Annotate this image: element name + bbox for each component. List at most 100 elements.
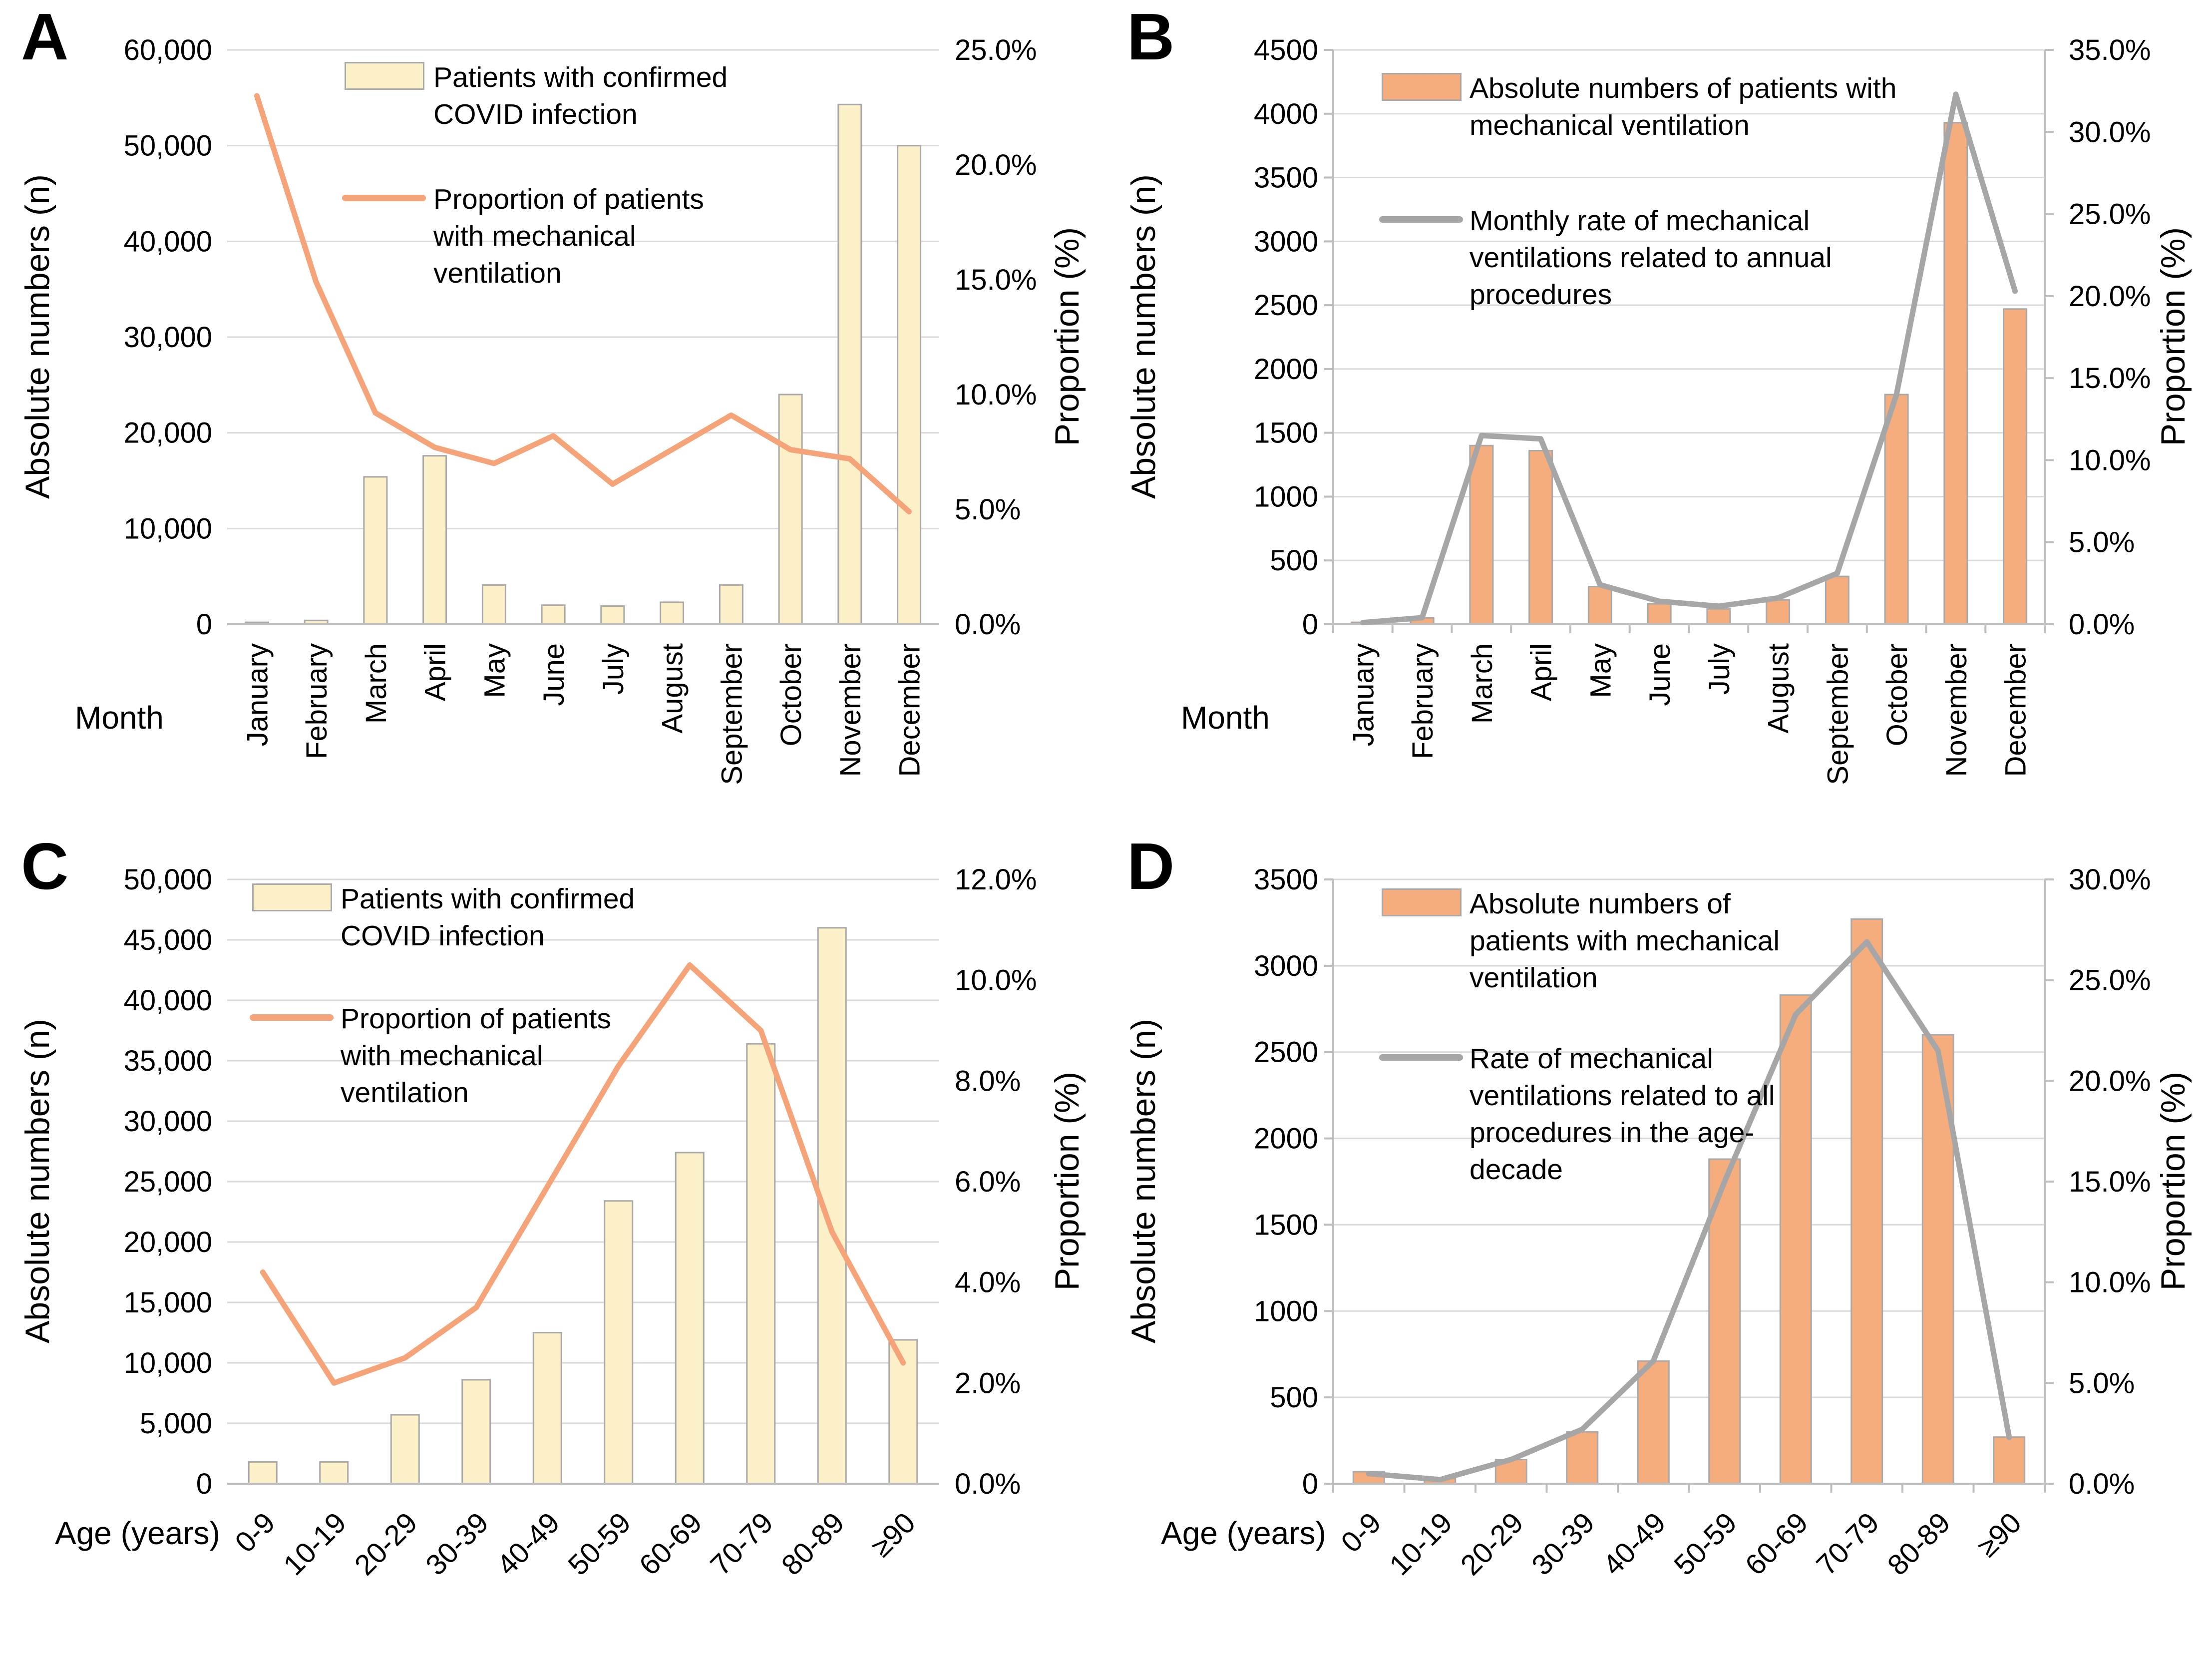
legend-bar-swatch bbox=[252, 883, 332, 911]
y-right-tick-label: 30.0% bbox=[2069, 863, 2151, 896]
x-category-label: 40-49 bbox=[1597, 1506, 1672, 1582]
y-left-tick-label: 30,000 bbox=[124, 321, 212, 354]
y-left-tick-label: 0 bbox=[1302, 1468, 1318, 1500]
y-left-tick-label: 3500 bbox=[1254, 162, 1318, 194]
y-right-tick-label: 15.0% bbox=[955, 264, 1037, 296]
y-right-tick-label: 15.0% bbox=[2069, 1166, 2151, 1198]
x-category-label: 0-9 bbox=[229, 1506, 281, 1559]
x-category-label: November bbox=[834, 643, 867, 777]
y-left-tick-label: 15,000 bbox=[124, 1286, 212, 1319]
legend-label-line: Proportion of patients with mechanical v… bbox=[341, 1003, 611, 1109]
y-right-tick-label: 20.0% bbox=[2069, 280, 2151, 313]
y-right-tick-label: 12.0% bbox=[955, 863, 1037, 896]
y-left-tick-label: 20,000 bbox=[124, 1226, 212, 1258]
bar-October bbox=[1884, 394, 1909, 625]
x-category-label: 20-29 bbox=[349, 1506, 424, 1582]
legend-bar-swatch bbox=[345, 62, 424, 90]
y-right-axis-title: Proportion (%) bbox=[2154, 227, 2192, 446]
bar-March bbox=[1469, 444, 1494, 625]
x-category-label: 50-59 bbox=[562, 1506, 637, 1582]
y-left-tick-label: 0 bbox=[196, 608, 212, 641]
x-category-label: February bbox=[301, 643, 333, 759]
y-left-tick-label: 0 bbox=[1302, 608, 1318, 641]
x-category-label: 80-89 bbox=[775, 1506, 851, 1582]
x-category-label: August bbox=[1763, 643, 1795, 734]
y-right-tick-label: 30.0% bbox=[2069, 116, 2151, 148]
x-axis-title: Month bbox=[75, 700, 164, 736]
x-category-label: ≥90 bbox=[865, 1506, 922, 1563]
bar-July bbox=[600, 605, 625, 625]
legend-bar-swatch bbox=[1382, 888, 1462, 916]
y-right-tick-label: 0.0% bbox=[955, 1468, 1021, 1500]
y-left-axis-title: Absolute numbers (n) bbox=[1124, 174, 1162, 499]
x-category-label: March bbox=[1466, 643, 1498, 724]
y-right-tick-label: 25.0% bbox=[2069, 198, 2151, 231]
y-left-tick-label: 50,000 bbox=[124, 863, 212, 896]
x-category-label: 80-89 bbox=[1881, 1506, 1957, 1582]
bar-20-29 bbox=[390, 1414, 420, 1485]
x-category-label: October bbox=[775, 643, 807, 746]
y-left-tick-label: 20,000 bbox=[124, 417, 212, 449]
y-left-tick-label: 3000 bbox=[1254, 950, 1318, 982]
y-right-tick-label: 0.0% bbox=[955, 608, 1021, 641]
bar-60-69 bbox=[675, 1152, 705, 1485]
line-series bbox=[260, 962, 906, 1386]
panel-letter: A bbox=[21, 0, 69, 73]
bar-May bbox=[481, 584, 506, 625]
legend-label-bars: Absolute numbers of patients with mechan… bbox=[1470, 72, 1897, 142]
y-left-tick-label: 2500 bbox=[1254, 289, 1318, 322]
y-right-tick-label: 10.0% bbox=[2069, 1266, 2151, 1299]
x-category-label: August bbox=[657, 643, 689, 734]
panel-letter: B bbox=[1127, 0, 1175, 73]
bar-June bbox=[1647, 603, 1672, 625]
y-left-tick-label: 3500 bbox=[1254, 863, 1318, 896]
bar-0-9 bbox=[248, 1461, 278, 1485]
x-category-label: November bbox=[1940, 643, 1973, 777]
y-right-axis-title: Proportion (%) bbox=[1048, 227, 1086, 446]
x-category-label: 40-49 bbox=[491, 1506, 566, 1582]
x-category-label: 20-29 bbox=[1455, 1506, 1530, 1582]
legend-label-line: Rate of mechanical ventilations related … bbox=[1470, 1043, 1775, 1186]
y-right-tick-label: 15.0% bbox=[2069, 362, 2151, 395]
bar-50-59 bbox=[604, 1200, 634, 1485]
plot-area-A: 60,000 50,000 40,000 30,000 20,000 10,000 0 25.… bbox=[124, 34, 1037, 785]
bar-≥90 bbox=[1993, 1436, 2026, 1485]
plot-area-B: 4500 4000 3500 3000 2500 2000 1500 1000 500 0 35.0… bbox=[1254, 34, 2151, 785]
y-left-tick-label: 1500 bbox=[1254, 417, 1318, 449]
y-right-tick-label: 25.0% bbox=[955, 34, 1037, 66]
y-left-tick-label: 3000 bbox=[1254, 225, 1318, 258]
x-category-label: March bbox=[360, 643, 392, 724]
bar-80-89 bbox=[1921, 1034, 1954, 1485]
x-category-label: September bbox=[1822, 643, 1854, 785]
y-left-axis-title: Absolute numbers (n) bbox=[18, 174, 56, 499]
plot-area-C: 50,000 45,000 40,000 35,000 30,000 25,000 20,0… bbox=[124, 863, 1037, 1582]
chart-panel-C: C 50,000 45,000 40,000 35,000 30,000 25,000 20,… bbox=[0, 830, 1106, 1659]
y-left-tick-label: 1000 bbox=[1254, 480, 1318, 513]
bar-June bbox=[541, 604, 566, 625]
y-right-tick-label: 5.0% bbox=[955, 493, 1021, 526]
x-category-label: September bbox=[716, 643, 748, 785]
x-category-label: 50-59 bbox=[1668, 1506, 1743, 1582]
legend-line-swatch bbox=[1379, 216, 1463, 223]
x-category-label: 10-19 bbox=[1383, 1506, 1459, 1582]
bar-May bbox=[1587, 586, 1612, 625]
plot-area-D: 3500 3000 2500 2000 1500 1000 500 0 30.0% 25.0% 20… bbox=[1254, 863, 2151, 1582]
y-left-tick-label: 2000 bbox=[1254, 1123, 1318, 1155]
panel-letter: C bbox=[21, 830, 69, 903]
legend-bar-swatch bbox=[1382, 73, 1462, 101]
y-left-tick-label: 10,000 bbox=[124, 512, 212, 545]
chart-panel-D: D 3500 3000 2500 2000 1500 1000 500 0 30.0% 25.0% 2… bbox=[1106, 830, 2212, 1659]
panel-letter: D bbox=[1127, 830, 1175, 903]
x-category-label: April bbox=[1525, 643, 1558, 701]
x-category-label: 60-69 bbox=[633, 1506, 709, 1582]
x-category-label: ≥90 bbox=[1971, 1506, 2028, 1563]
y-left-tick-label: 500 bbox=[1270, 1381, 1318, 1414]
legend-line-swatch bbox=[1379, 1054, 1463, 1061]
bar-≥90 bbox=[888, 1339, 918, 1485]
y-left-tick-label: 25,000 bbox=[124, 1166, 212, 1198]
x-axis-title: Age (years) bbox=[55, 1515, 220, 1551]
x-category-label: July bbox=[1703, 643, 1736, 695]
y-right-tick-label: 8.0% bbox=[955, 1065, 1021, 1097]
x-category-label: December bbox=[2000, 643, 2032, 777]
